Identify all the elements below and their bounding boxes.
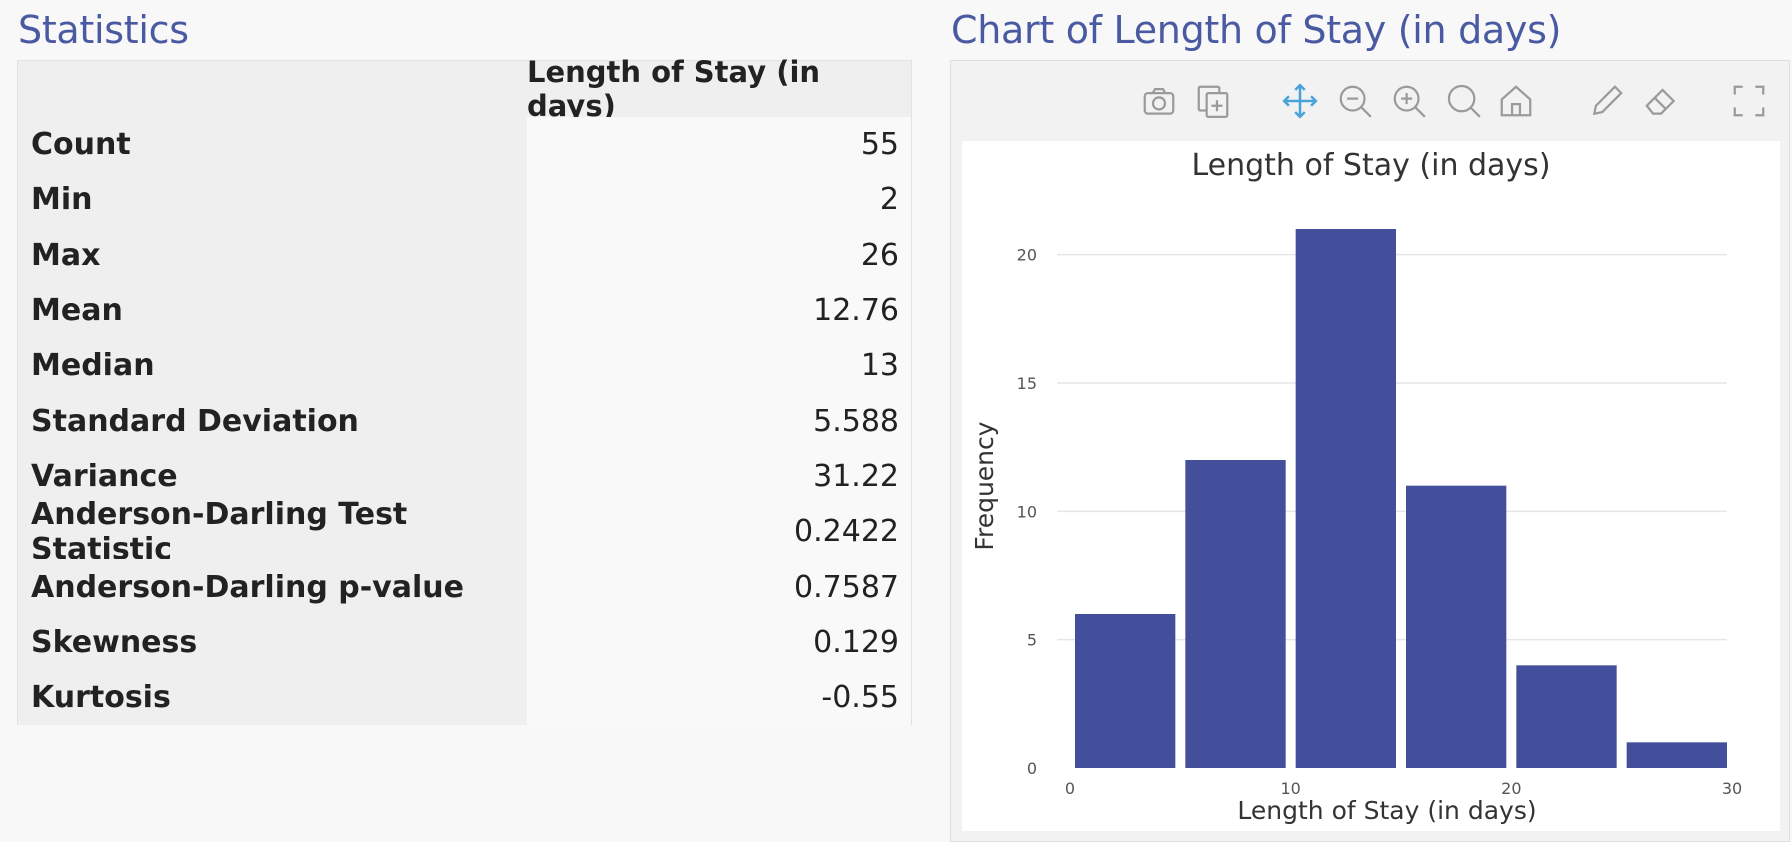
chart-modebar: [951, 61, 1789, 137]
table-header-empty-cell: [18, 61, 527, 117]
camera-icon[interactable]: [1139, 81, 1179, 121]
x-tick-label: 20: [1501, 779, 1521, 798]
x-axis-label: Length of Stay (in days): [1237, 796, 1536, 825]
stat-value: 31.22: [527, 448, 911, 505]
histogram-chart: Length of Stay (in days) 0 5 10 15 20 0 10 20 3…: [970, 148, 1742, 825]
autoscale-icon[interactable]: [1444, 81, 1484, 121]
stat-value: 13: [527, 338, 911, 394]
table-row: Max 26: [18, 227, 911, 283]
stat-label: Mean: [18, 282, 527, 339]
copy-icon[interactable]: [1193, 81, 1233, 121]
table-row: Count 55: [18, 117, 911, 173]
chart-section-title: Chart of Length of Stay (in days): [951, 8, 1562, 52]
zoom-in-icon[interactable]: [1389, 81, 1429, 121]
chart-title: Length of Stay (in days): [1191, 148, 1550, 183]
table-column-header: Length of Stay (in days): [527, 55, 911, 123]
stat-label: Skewness: [18, 614, 527, 670]
table-row: Mean 12.76: [18, 282, 911, 339]
stat-label: Anderson-Darling p-value: [18, 559, 527, 615]
table-row: Min 2: [18, 172, 911, 228]
table-row: Anderson-Darling p-value 0.7587: [18, 559, 911, 615]
histogram-bar[interactable]: [1185, 460, 1286, 768]
table-header-row: Length of Stay (in days): [18, 55, 911, 123]
y-tick-label: 10: [1017, 502, 1037, 521]
histogram-bar[interactable]: [1406, 485, 1507, 768]
stat-label: Min: [18, 172, 527, 228]
eraser-icon[interactable]: [1641, 81, 1681, 121]
chart-plot-area[interactable]: Length of Stay (in days) 0 5 10 15 20 0 10 20 3…: [962, 141, 1780, 831]
y-axis-label: Frequency: [970, 421, 999, 550]
stat-value: 12.76: [527, 282, 911, 339]
y-tick-label: 5: [1027, 631, 1037, 650]
stat-label: Max: [18, 227, 527, 283]
x-tick-label: 10: [1280, 779, 1300, 798]
zoom-out-icon[interactable]: [1335, 81, 1375, 121]
stat-label: Standard Deviation: [18, 393, 527, 449]
draw-icon[interactable]: [1587, 81, 1627, 121]
statistics-table: Length of Stay (in days) Count 55 Min 2 Max 2…: [17, 55, 912, 726]
histogram-bar[interactable]: [1075, 614, 1176, 768]
fullscreen-icon[interactable]: [1729, 81, 1769, 121]
table-row: Skewness 0.129: [18, 614, 911, 670]
table-row: Variance 31.22: [18, 448, 911, 505]
stat-label: Median: [18, 338, 527, 394]
home-icon[interactable]: [1496, 81, 1536, 121]
stat-label: Variance: [18, 448, 527, 505]
y-tick-label: 20: [1017, 246, 1037, 265]
table-row: Kurtosis -0.55: [18, 669, 911, 726]
histogram-bar[interactable]: [1516, 665, 1617, 768]
stat-value: 0.2422: [527, 504, 911, 560]
statistics-section-title: Statistics: [18, 8, 189, 52]
histogram-bar[interactable]: [1295, 229, 1396, 768]
stat-value: 55: [527, 117, 911, 173]
table-row: Median 13: [18, 338, 911, 394]
stat-value: 5.588: [527, 393, 911, 449]
table-row: Anderson-Darling Test Statistic 0.2422: [18, 497, 911, 567]
stat-value: 2: [527, 172, 911, 228]
chart-panel: Length of Stay (in days) 0 5 10 15 20 0 10 20 3…: [950, 60, 1790, 842]
histogram-bar[interactable]: [1626, 742, 1727, 768]
pan-icon[interactable]: [1280, 81, 1320, 121]
stat-value: 0.129: [527, 614, 911, 670]
table-row: Standard Deviation 5.588: [18, 393, 911, 449]
y-tick-label: 15: [1017, 374, 1037, 393]
x-tick-label: 0: [1065, 779, 1075, 798]
stat-label: Anderson-Darling Test Statistic: [18, 497, 527, 567]
stat-label: Kurtosis: [18, 669, 527, 726]
stat-label: Count: [18, 117, 527, 173]
stat-value: 0.7587: [527, 559, 911, 615]
stat-value: -0.55: [527, 669, 911, 726]
stat-value: 26: [527, 227, 911, 283]
y-tick-label: 0: [1027, 759, 1037, 778]
x-tick-label: 30: [1722, 779, 1742, 798]
